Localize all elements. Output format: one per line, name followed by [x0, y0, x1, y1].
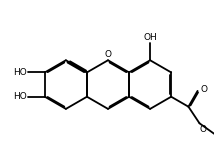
Text: O: O [200, 125, 207, 134]
Text: O: O [200, 85, 207, 94]
Text: HO: HO [13, 68, 27, 77]
Text: O: O [105, 50, 111, 59]
Text: OH: OH [143, 33, 157, 42]
Text: HO: HO [13, 92, 27, 101]
